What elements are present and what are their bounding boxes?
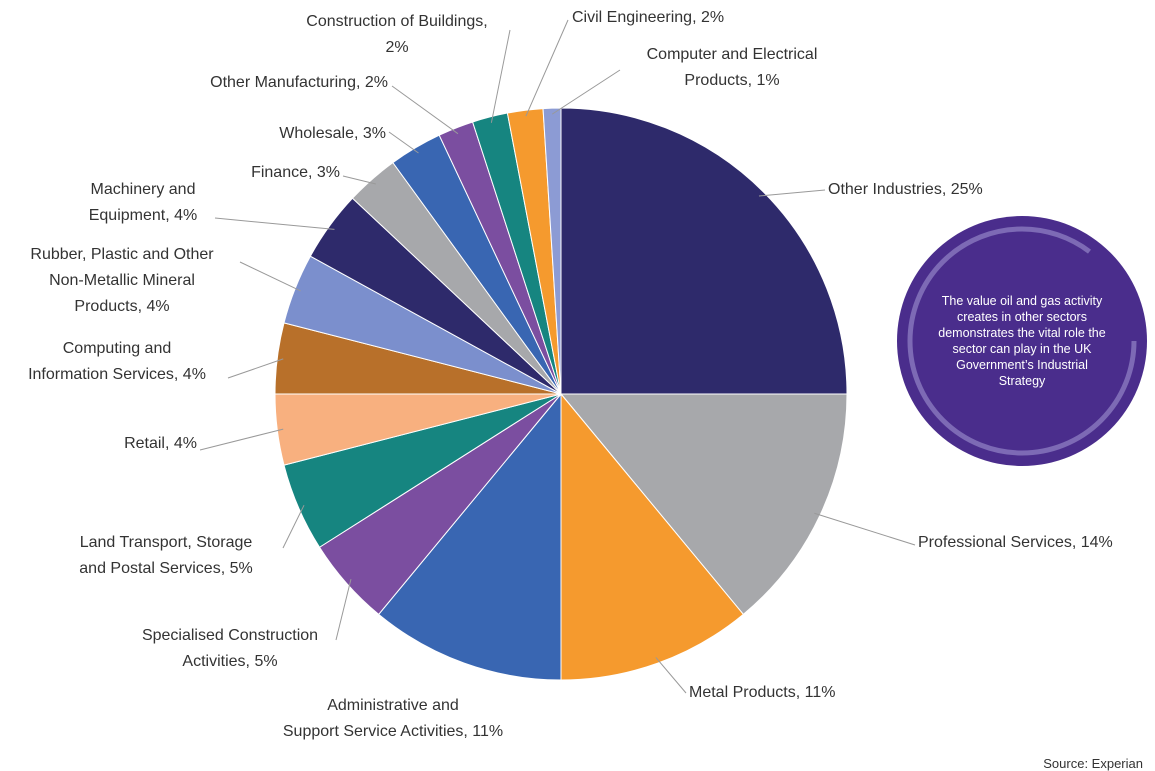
annotation-circle bbox=[897, 216, 1147, 466]
slice-label: Finance, 3% bbox=[251, 164, 340, 181]
leader-line bbox=[551, 69, 621, 115]
leader-line bbox=[342, 175, 376, 185]
slice-label: Rubber, Plastic and Other Non-Metallic Mi… bbox=[30, 246, 214, 315]
slice-label: Computing and Information Services, 4% bbox=[28, 340, 206, 383]
leader-line bbox=[227, 358, 284, 379]
annotation-ring bbox=[907, 226, 1137, 456]
leader-line bbox=[335, 579, 352, 641]
leader-line bbox=[655, 657, 687, 694]
leader-line bbox=[239, 261, 301, 292]
slice-label: Administrative and Support Service Activi… bbox=[283, 697, 503, 740]
slice-label: Other Industries, 25% bbox=[828, 181, 983, 198]
slice-label: Retail, 4% bbox=[124, 435, 197, 452]
leader-line bbox=[525, 19, 569, 117]
slice-label: Professional Services, 14% bbox=[918, 534, 1113, 551]
slice-label: Specialised Construction Activities, 5% bbox=[142, 627, 318, 670]
slice-label: Civil Engineering, 2% bbox=[572, 9, 724, 26]
slice-label: Other Manufacturing, 2% bbox=[210, 74, 388, 91]
leader-line bbox=[490, 29, 511, 123]
leader-line bbox=[814, 512, 916, 546]
pie-slice bbox=[559, 393, 848, 616]
slice-label: Metal Products, 11% bbox=[689, 684, 835, 701]
pie-slice bbox=[560, 392, 745, 681]
slice-label: Wholesale, 3% bbox=[279, 125, 386, 142]
slice-label: Land Transport, Storage and Postal Servic… bbox=[79, 534, 252, 577]
slice-label: Computer and Electrical Products, 1% bbox=[647, 46, 818, 89]
pie-slice bbox=[560, 107, 848, 395]
leader-line bbox=[388, 131, 419, 154]
leader-line bbox=[758, 189, 826, 197]
slice-label: Machinery and Equipment, 4% bbox=[89, 181, 198, 224]
leader-line bbox=[282, 504, 305, 549]
slice-label: Construction of Buildings, 2% bbox=[306, 13, 487, 56]
pie-slice bbox=[377, 392, 562, 681]
leader-line bbox=[199, 428, 284, 451]
leader-line bbox=[391, 85, 459, 135]
leader-line bbox=[214, 217, 335, 230]
annotation: The value oil and gas activity creates i… bbox=[938, 294, 1106, 388]
source: Source: Experian bbox=[1043, 756, 1143, 771]
